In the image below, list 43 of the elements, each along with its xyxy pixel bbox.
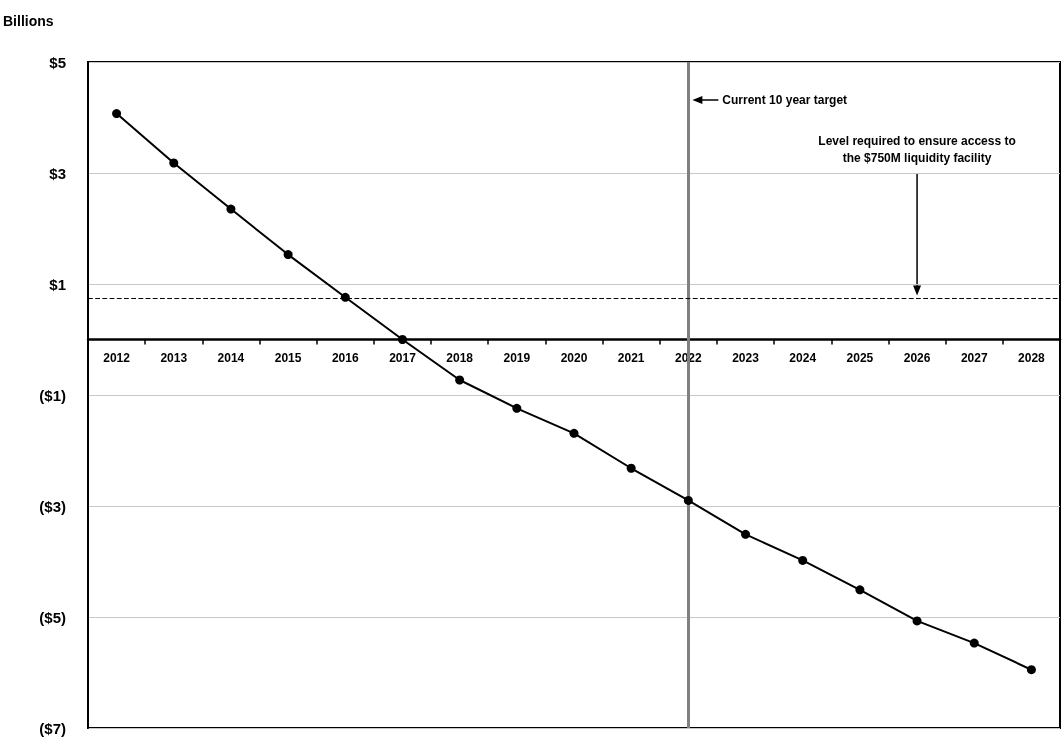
x-tick-label: 2025 [846,350,874,365]
point [969,638,979,648]
x-tick-label: 2016 [331,350,359,365]
point [455,375,465,385]
point [798,555,808,565]
y-tick-label: $5 [49,53,66,71]
point [626,463,636,473]
point [569,428,579,438]
x-tick-label: 2024 [789,350,817,365]
x-tick-label: 2023 [732,350,760,365]
x-tick-label: 2028 [1018,350,1046,365]
x-tick-label: 2026 [903,350,931,365]
y-tick-label: $1 [49,275,66,293]
x-tick-label: 2021 [617,350,645,365]
point [397,335,407,344]
point [683,495,693,505]
y-tick-label: ($7) [39,719,66,737]
point [855,585,865,595]
point [112,109,122,119]
x-tick-label: 2014 [217,350,245,365]
y-tick-label: ($1) [39,386,66,404]
ref-line-label: Current 10 year target [722,93,848,107]
ref-line-label: Level required to ensure access to the $750M liquidity facility [818,133,1016,165]
x-tick-label: 2027 [960,350,988,365]
y-tick-label: $3 [49,164,66,182]
point [512,403,522,413]
point [340,292,350,302]
x-tick-label: 2012 [103,350,131,365]
x-tick-label: 2020 [560,350,588,365]
point [912,616,922,626]
point [226,204,236,214]
x-tick-label: 2018 [446,350,474,365]
point [741,529,751,539]
x-tick-label: 2019 [503,350,531,365]
x-tick-label: 2015 [274,350,302,365]
y-axis-title: Billions [3,13,54,29]
y-tick-label: ($3) [39,497,66,515]
point [1026,665,1036,675]
y-tick-label: ($5) [39,608,66,626]
x-tick-label: 2013 [160,350,188,365]
point [169,158,179,168]
x-tick-label: 2017 [389,350,417,365]
point [283,250,293,260]
